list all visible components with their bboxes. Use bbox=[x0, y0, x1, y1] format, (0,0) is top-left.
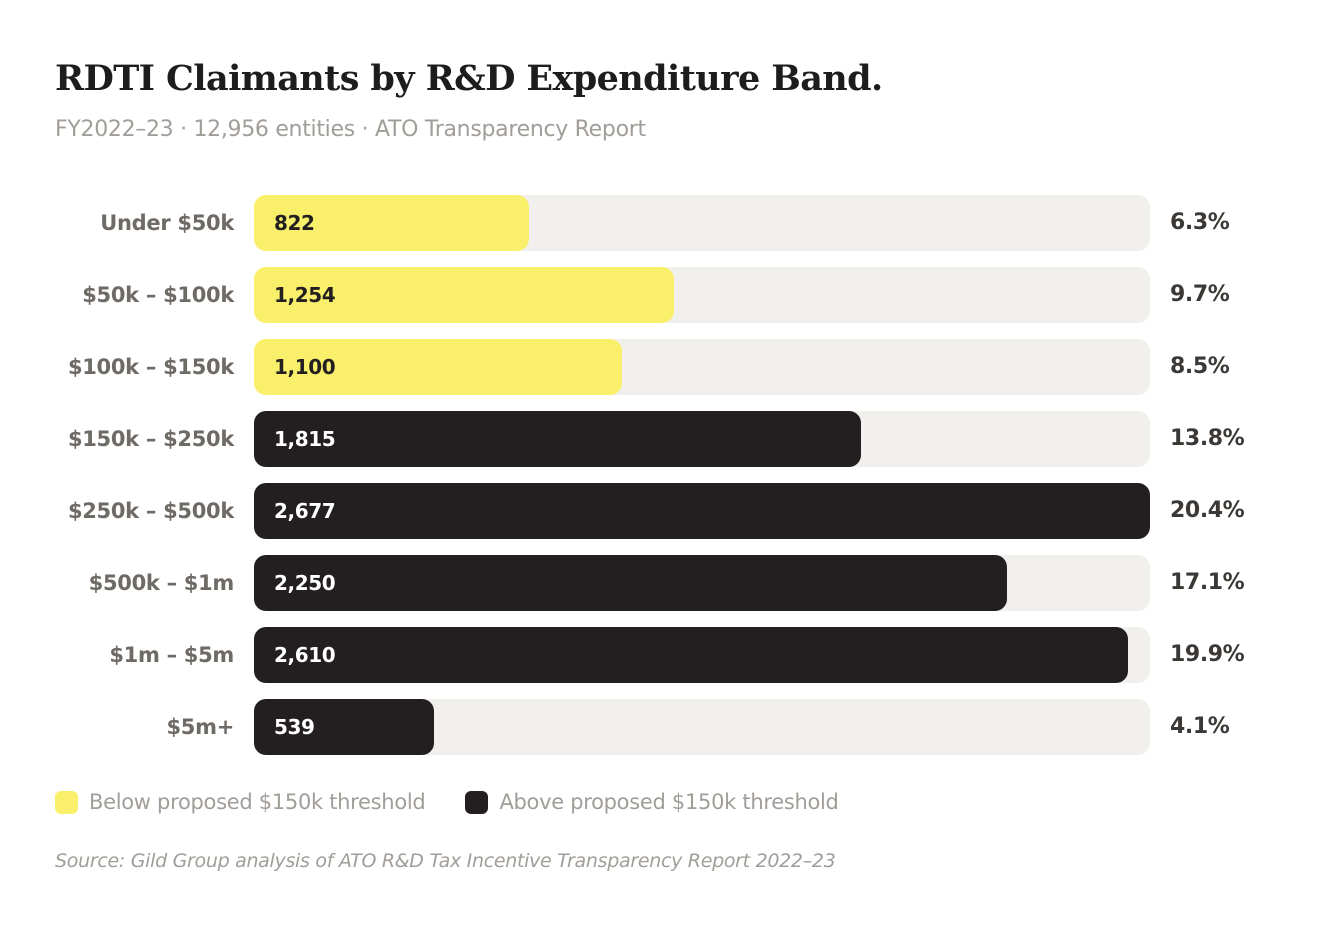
bar-row: Under $50k 822 6.3% bbox=[0, 195, 1320, 251]
category-label: $50k – $100k bbox=[82, 283, 234, 307]
bar-row: $100k – $150k 1,100 8.5% bbox=[0, 339, 1320, 395]
bar bbox=[254, 195, 529, 251]
bar bbox=[254, 411, 861, 467]
percent-label: 17.1% bbox=[1170, 570, 1245, 595]
bar-value-label: 2,250 bbox=[274, 571, 336, 595]
bar-value-label: 822 bbox=[274, 211, 315, 235]
legend-item-above: Above proposed $150k threshold bbox=[465, 790, 839, 814]
bar bbox=[254, 267, 674, 323]
bar-row: $5m+ 539 4.1% bbox=[0, 699, 1320, 755]
bar bbox=[254, 555, 1007, 611]
legend-item-below: Below proposed $150k threshold bbox=[55, 790, 426, 814]
legend-swatch-above bbox=[465, 790, 489, 814]
legend-swatch-below bbox=[55, 790, 78, 814]
percent-label: 20.4% bbox=[1170, 498, 1245, 523]
bar-value-label: 1,254 bbox=[274, 283, 336, 307]
bar-value-label: 2,677 bbox=[274, 499, 336, 523]
percent-label: 6.3% bbox=[1170, 210, 1230, 235]
bar bbox=[254, 699, 434, 755]
bar bbox=[254, 627, 1128, 683]
bar-value-label: 2,610 bbox=[274, 643, 336, 667]
category-label: Under $50k bbox=[100, 211, 234, 235]
percent-label: 9.7% bbox=[1170, 282, 1230, 307]
category-label: $150k – $250k bbox=[67, 427, 234, 451]
bar-row: $150k – $250k 1,815 13.8% bbox=[0, 411, 1320, 467]
percent-label: 8.5% bbox=[1170, 354, 1230, 379]
bar-row: $50k – $100k 1,254 9.7% bbox=[0, 267, 1320, 323]
bar bbox=[254, 339, 622, 395]
bar bbox=[254, 483, 1150, 539]
bar-row: $250k – $500k 2,677 20.4% bbox=[0, 483, 1320, 539]
legend-label-above: Above proposed $150k threshold bbox=[499, 790, 839, 814]
bar-value-label: 1,100 bbox=[274, 355, 336, 379]
percent-label: 13.8% bbox=[1170, 426, 1245, 451]
percent-label: 4.1% bbox=[1170, 714, 1230, 739]
chart-subtitle: FY2022–23 · 12,956 entities · ATO Transp… bbox=[55, 117, 646, 142]
category-label: $500k – $1m bbox=[88, 571, 235, 595]
category-label: $250k – $500k bbox=[67, 499, 234, 523]
category-label: $1m – $5m bbox=[109, 643, 234, 667]
category-label: $5m+ bbox=[166, 715, 234, 739]
bar-value-label: 1,815 bbox=[274, 427, 336, 451]
legend: Below proposed $150k threshold Above pro… bbox=[55, 790, 879, 814]
bar-value-label: 539 bbox=[274, 715, 315, 739]
legend-label-below: Below proposed $150k threshold bbox=[89, 790, 426, 814]
chart-title: RDTI Claimants by R&D Expenditure Band. bbox=[55, 58, 883, 99]
bar-row: $500k – $1m 2,250 17.1% bbox=[0, 555, 1320, 611]
bar-row: $1m – $5m 2,610 19.9% bbox=[0, 627, 1320, 683]
source-note: Source: Gild Group analysis of ATO R&D T… bbox=[55, 850, 836, 872]
percent-label: 19.9% bbox=[1170, 642, 1245, 667]
category-label: $100k – $150k bbox=[67, 355, 234, 379]
